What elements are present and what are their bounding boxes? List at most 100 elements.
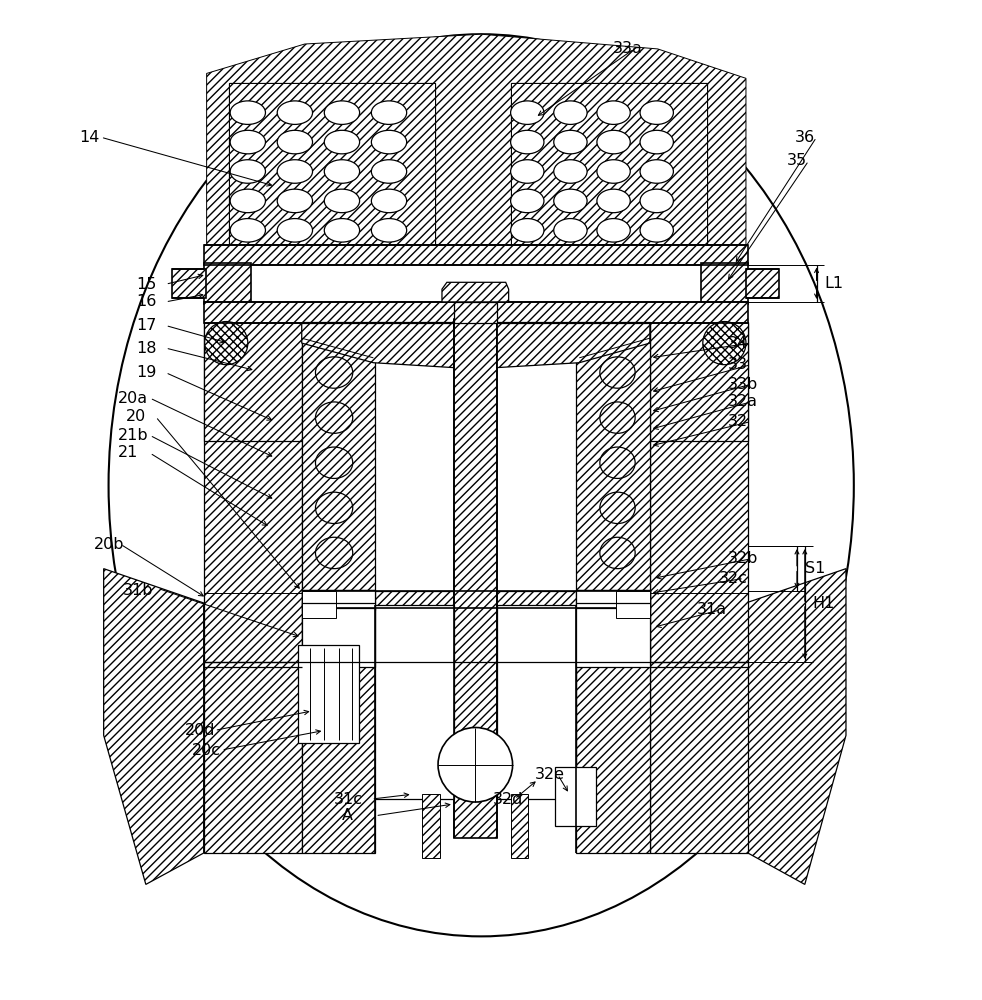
Text: 21b: 21b (119, 428, 149, 443)
Bar (172, 269, 205, 298)
Ellipse shape (597, 101, 630, 124)
Text: 16: 16 (136, 294, 156, 309)
Ellipse shape (315, 357, 353, 388)
Text: 32c: 32c (719, 571, 747, 586)
Bar (497, 605, 576, 799)
Polygon shape (206, 34, 746, 250)
Text: 32d: 32d (493, 792, 523, 807)
Ellipse shape (371, 160, 407, 183)
Text: 20b: 20b (94, 537, 125, 552)
Bar (203, 323, 301, 441)
Text: A: A (342, 808, 353, 823)
Ellipse shape (511, 219, 544, 242)
Ellipse shape (315, 492, 353, 524)
Circle shape (438, 728, 513, 802)
Ellipse shape (324, 130, 359, 154)
Ellipse shape (554, 160, 587, 183)
Bar (229, 83, 435, 245)
Bar (576, 590, 650, 610)
Circle shape (703, 322, 746, 365)
Bar (454, 319, 497, 838)
Bar (746, 269, 780, 298)
Bar (203, 322, 301, 667)
Polygon shape (746, 569, 846, 884)
Ellipse shape (277, 219, 312, 242)
Ellipse shape (640, 101, 674, 124)
Text: 20a: 20a (119, 391, 148, 406)
Ellipse shape (640, 130, 674, 154)
Ellipse shape (277, 160, 312, 183)
Ellipse shape (277, 189, 312, 213)
Polygon shape (104, 569, 203, 884)
Ellipse shape (597, 219, 630, 242)
Ellipse shape (315, 537, 353, 569)
Ellipse shape (230, 189, 265, 213)
Text: 33b: 33b (729, 377, 758, 392)
Ellipse shape (371, 101, 407, 124)
Bar (301, 603, 375, 853)
Bar (701, 263, 748, 304)
Text: 35: 35 (788, 153, 807, 168)
Text: 33: 33 (729, 357, 748, 372)
Ellipse shape (511, 101, 544, 124)
Bar (301, 591, 650, 608)
Ellipse shape (277, 130, 312, 154)
Bar (301, 322, 375, 593)
Text: 33a: 33a (613, 41, 642, 56)
Text: 31b: 31b (124, 583, 154, 598)
Ellipse shape (511, 160, 544, 183)
Bar (203, 662, 301, 853)
Text: 17: 17 (136, 318, 156, 333)
Bar (203, 245, 748, 265)
Ellipse shape (371, 189, 407, 213)
Bar (301, 590, 375, 610)
Text: 20d: 20d (185, 723, 216, 738)
Text: 18: 18 (136, 341, 156, 356)
Ellipse shape (600, 447, 635, 478)
Bar (555, 767, 596, 826)
Bar (511, 83, 707, 245)
Circle shape (204, 322, 247, 365)
Ellipse shape (554, 189, 587, 213)
Bar (301, 591, 336, 618)
Bar (650, 322, 748, 667)
Bar (650, 662, 748, 853)
Text: 19: 19 (136, 365, 156, 380)
Ellipse shape (554, 101, 587, 124)
Ellipse shape (230, 160, 265, 183)
Polygon shape (442, 282, 509, 302)
Ellipse shape (315, 447, 353, 478)
Text: 31c: 31c (334, 792, 363, 807)
Ellipse shape (511, 189, 544, 213)
Ellipse shape (554, 219, 587, 242)
Ellipse shape (315, 402, 353, 433)
Ellipse shape (277, 101, 312, 124)
Text: 34: 34 (729, 336, 748, 351)
Ellipse shape (324, 219, 359, 242)
Ellipse shape (324, 189, 359, 213)
Ellipse shape (640, 160, 674, 183)
Ellipse shape (600, 492, 635, 524)
Text: 36: 36 (795, 130, 815, 145)
Bar (301, 608, 375, 667)
Bar (616, 591, 650, 618)
Bar (576, 603, 650, 853)
Text: 14: 14 (80, 130, 99, 145)
Text: 31a: 31a (697, 602, 727, 617)
Bar (229, 83, 435, 245)
Bar (576, 590, 650, 608)
Polygon shape (301, 323, 454, 368)
Ellipse shape (230, 101, 265, 124)
Ellipse shape (511, 130, 544, 154)
Ellipse shape (324, 101, 359, 124)
Text: 20c: 20c (191, 743, 221, 758)
Text: 32e: 32e (535, 767, 565, 782)
Text: 32: 32 (729, 414, 748, 429)
Bar (298, 645, 358, 743)
Bar (576, 608, 650, 667)
Bar (454, 302, 497, 323)
Bar (511, 83, 707, 245)
Bar (511, 794, 528, 858)
Ellipse shape (600, 357, 635, 388)
Bar (301, 590, 375, 608)
